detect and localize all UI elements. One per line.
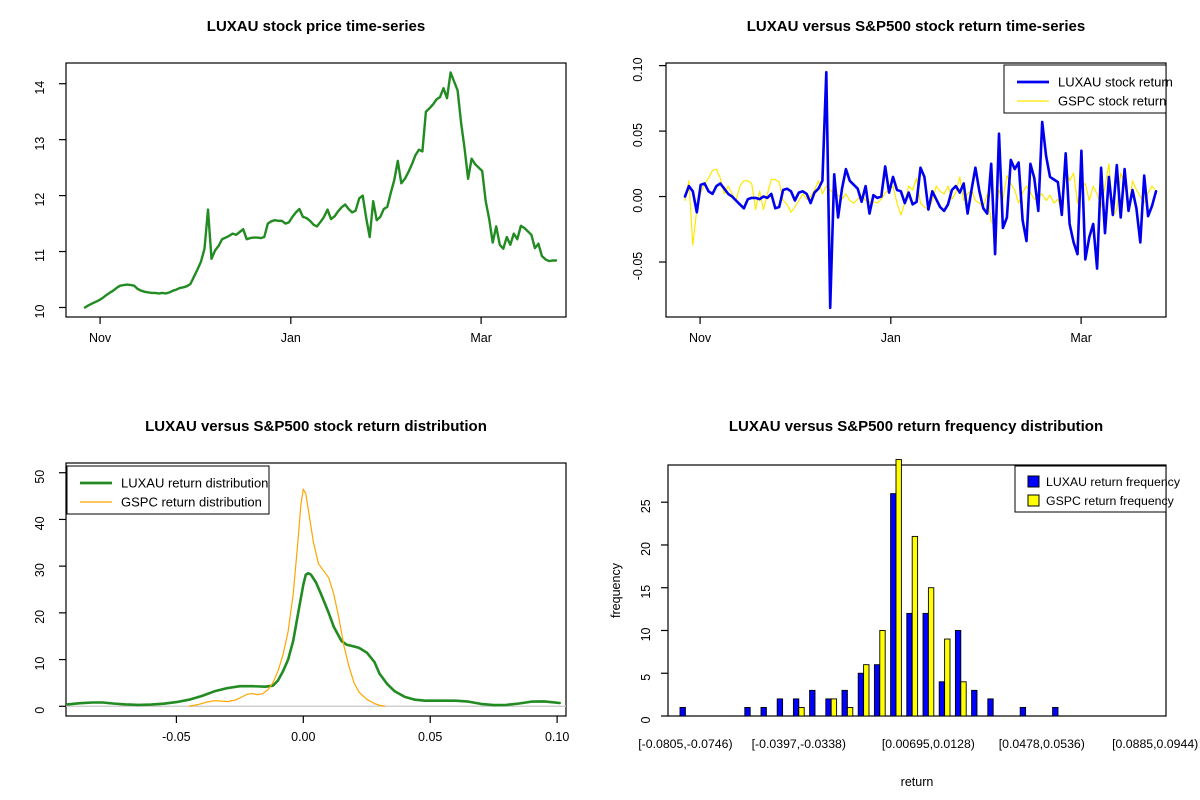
x-tick-label: 0.10 [545,730,569,744]
panel-price-title: LUXAU stock price time-series [206,18,426,35]
legend-item-label: GSPC return distribution [121,495,262,510]
gspc-frequency-bar [911,535,919,717]
legend-item-label: LUXAU return frequency [1046,475,1181,489]
y-tick-label: 12 [33,193,47,207]
returns-chart: -0.05 0.00 0.05 0.10 Nov Jan Mar LUXAU stock re… [631,57,1173,345]
y-tick-label: -0.05 [631,252,645,281]
gspc-frequency-bar [960,681,967,717]
x-tick-label: Mar [470,331,492,345]
gspc-frequency-bar [846,706,854,717]
y-tick-label: 30 [33,563,47,577]
y-tick-label: 0.00 [631,188,645,212]
luxau-frequency-bar [776,698,784,717]
luxau-frequency-bar [857,672,865,717]
x-tick-label: -0.05 [162,730,191,744]
y-axis-title: frequency [609,562,623,618]
luxau-frequency-bar [825,698,832,717]
luxau-frequency-bar [679,706,686,717]
y-tick-label: 0 [33,707,47,714]
x-tick-label: 0.00 [291,730,315,744]
y-tick-label: 15 [639,585,653,599]
luxau-density-curve [66,571,562,707]
luxau-frequency-bar [971,689,978,717]
y-tick-label: 0.10 [631,57,645,81]
y-tick-label: 0.05 [631,123,645,147]
luxau-frequency-bar [809,689,816,717]
panel-returns-title: LUXAU versus S&P500 stock return time-se… [746,18,1086,35]
legend-box [1003,64,1167,114]
gspc-density-curve [188,488,386,707]
gspc-return-line [684,163,1157,246]
price-series-line [83,71,558,309]
legend-item-label: GSPC return frequency [1046,494,1175,508]
gspc-frequency-bar [830,698,838,717]
gspc-frequency-bar [879,630,886,717]
gspc-frequency-bar [863,664,870,717]
y-tick-label: 10 [33,657,47,671]
y-tick-label: 25 [639,499,653,513]
bin-range-label: [0.0478,0.0536) [999,737,1085,751]
luxau-frequency-bar [1019,706,1027,717]
gspc-frequency-bar [798,706,805,717]
legend-item-label: LUXAU return distribution [121,476,268,491]
legend-square-swatch [1027,494,1040,507]
luxau-return-line [683,70,1158,310]
y-tick-label: 40 [33,516,47,530]
price-chart: 10 11 12 13 14 Nov Jan Mar [33,62,567,345]
gspc-frequency-bar [895,458,902,717]
y-tick-label: 20 [33,610,47,624]
panel-histogram-title: LUXAU versus S&P500 return frequency dis… [728,418,1104,435]
panel-density-distribution: LUXAU versus S&P500 stock return distrib… [0,400,600,800]
x-tick-label: 0.05 [418,730,442,744]
x-tick-label: Jan [881,331,901,345]
x-tick-label: Mar [1070,331,1092,345]
gspc-frequency-bar [927,587,935,717]
y-tick-label: 10 [639,627,653,641]
luxau-frequency-bar [938,681,946,717]
bin-range-label: [0.00695,0.0128) [882,737,975,751]
luxau-frequency-bar [922,612,929,717]
bin-range-label: [-0.0397,-0.0338) [752,737,846,751]
y-tick-label: 13 [33,137,47,151]
legend-square-swatch [1027,475,1040,488]
y-tick-label: 50 [33,470,47,484]
legend-item-label: LUXAU stock return [1058,75,1173,90]
y-tick-label: 20 [639,542,653,556]
bin-range-label: [-0.0805,-0.0746) [638,737,732,751]
luxau-frequency-bar [760,706,767,717]
bin-range-label: [0.0885,0.0944) [1112,737,1198,751]
luxau-frequency-bar [841,689,848,717]
x-tick-label: Nov [689,331,712,345]
panel-density-title: LUXAU versus S&P500 stock return distrib… [145,418,487,435]
histogram-chart: 0 5 10 15 20 25 [-0.0805,-0.0746) [-0.0397,-0.0… [609,458,1198,789]
panel-frequency-histogram: LUXAU versus S&P500 return frequency dis… [600,400,1200,800]
x-tick-label: Jan [281,331,301,345]
plot-frame [65,62,567,318]
x-axis-title: return [901,775,934,789]
luxau-frequency-bar [1052,706,1059,717]
y-tick-label: 5 [639,674,653,681]
luxau-frequency-bar [744,706,751,717]
y-tick-label: 11 [33,249,47,262]
luxau-frequency-bar [873,664,881,717]
plot-frame [665,62,1167,318]
legend-box [66,465,270,515]
luxau-frequency-bar [890,493,897,717]
panel-returns-timeseries: LUXAU versus S&P500 stock return time-se… [600,0,1200,400]
luxau-frequency-bar [906,612,913,717]
y-tick-label: 10 [33,304,47,318]
y-tick-label: 14 [33,81,47,95]
luxau-frequency-bar [987,698,994,717]
legend-box [1014,465,1167,513]
luxau-frequency-bar [954,630,962,717]
density-chart: 0 10 20 30 40 50 -0.05 0.00 0.05 0.10 LUXAU return… [33,462,569,744]
panel-price-timeseries: LUXAU stock price time-series 10 11 12 13 14… [0,0,600,400]
luxau-frequency-bar [792,698,800,717]
y-tick-label: 0 [639,716,653,723]
plot-frame [65,462,567,717]
legend-item-label: GSPC stock return [1058,94,1166,109]
gspc-frequency-bar [944,638,951,717]
x-tick-label: Nov [89,331,112,345]
